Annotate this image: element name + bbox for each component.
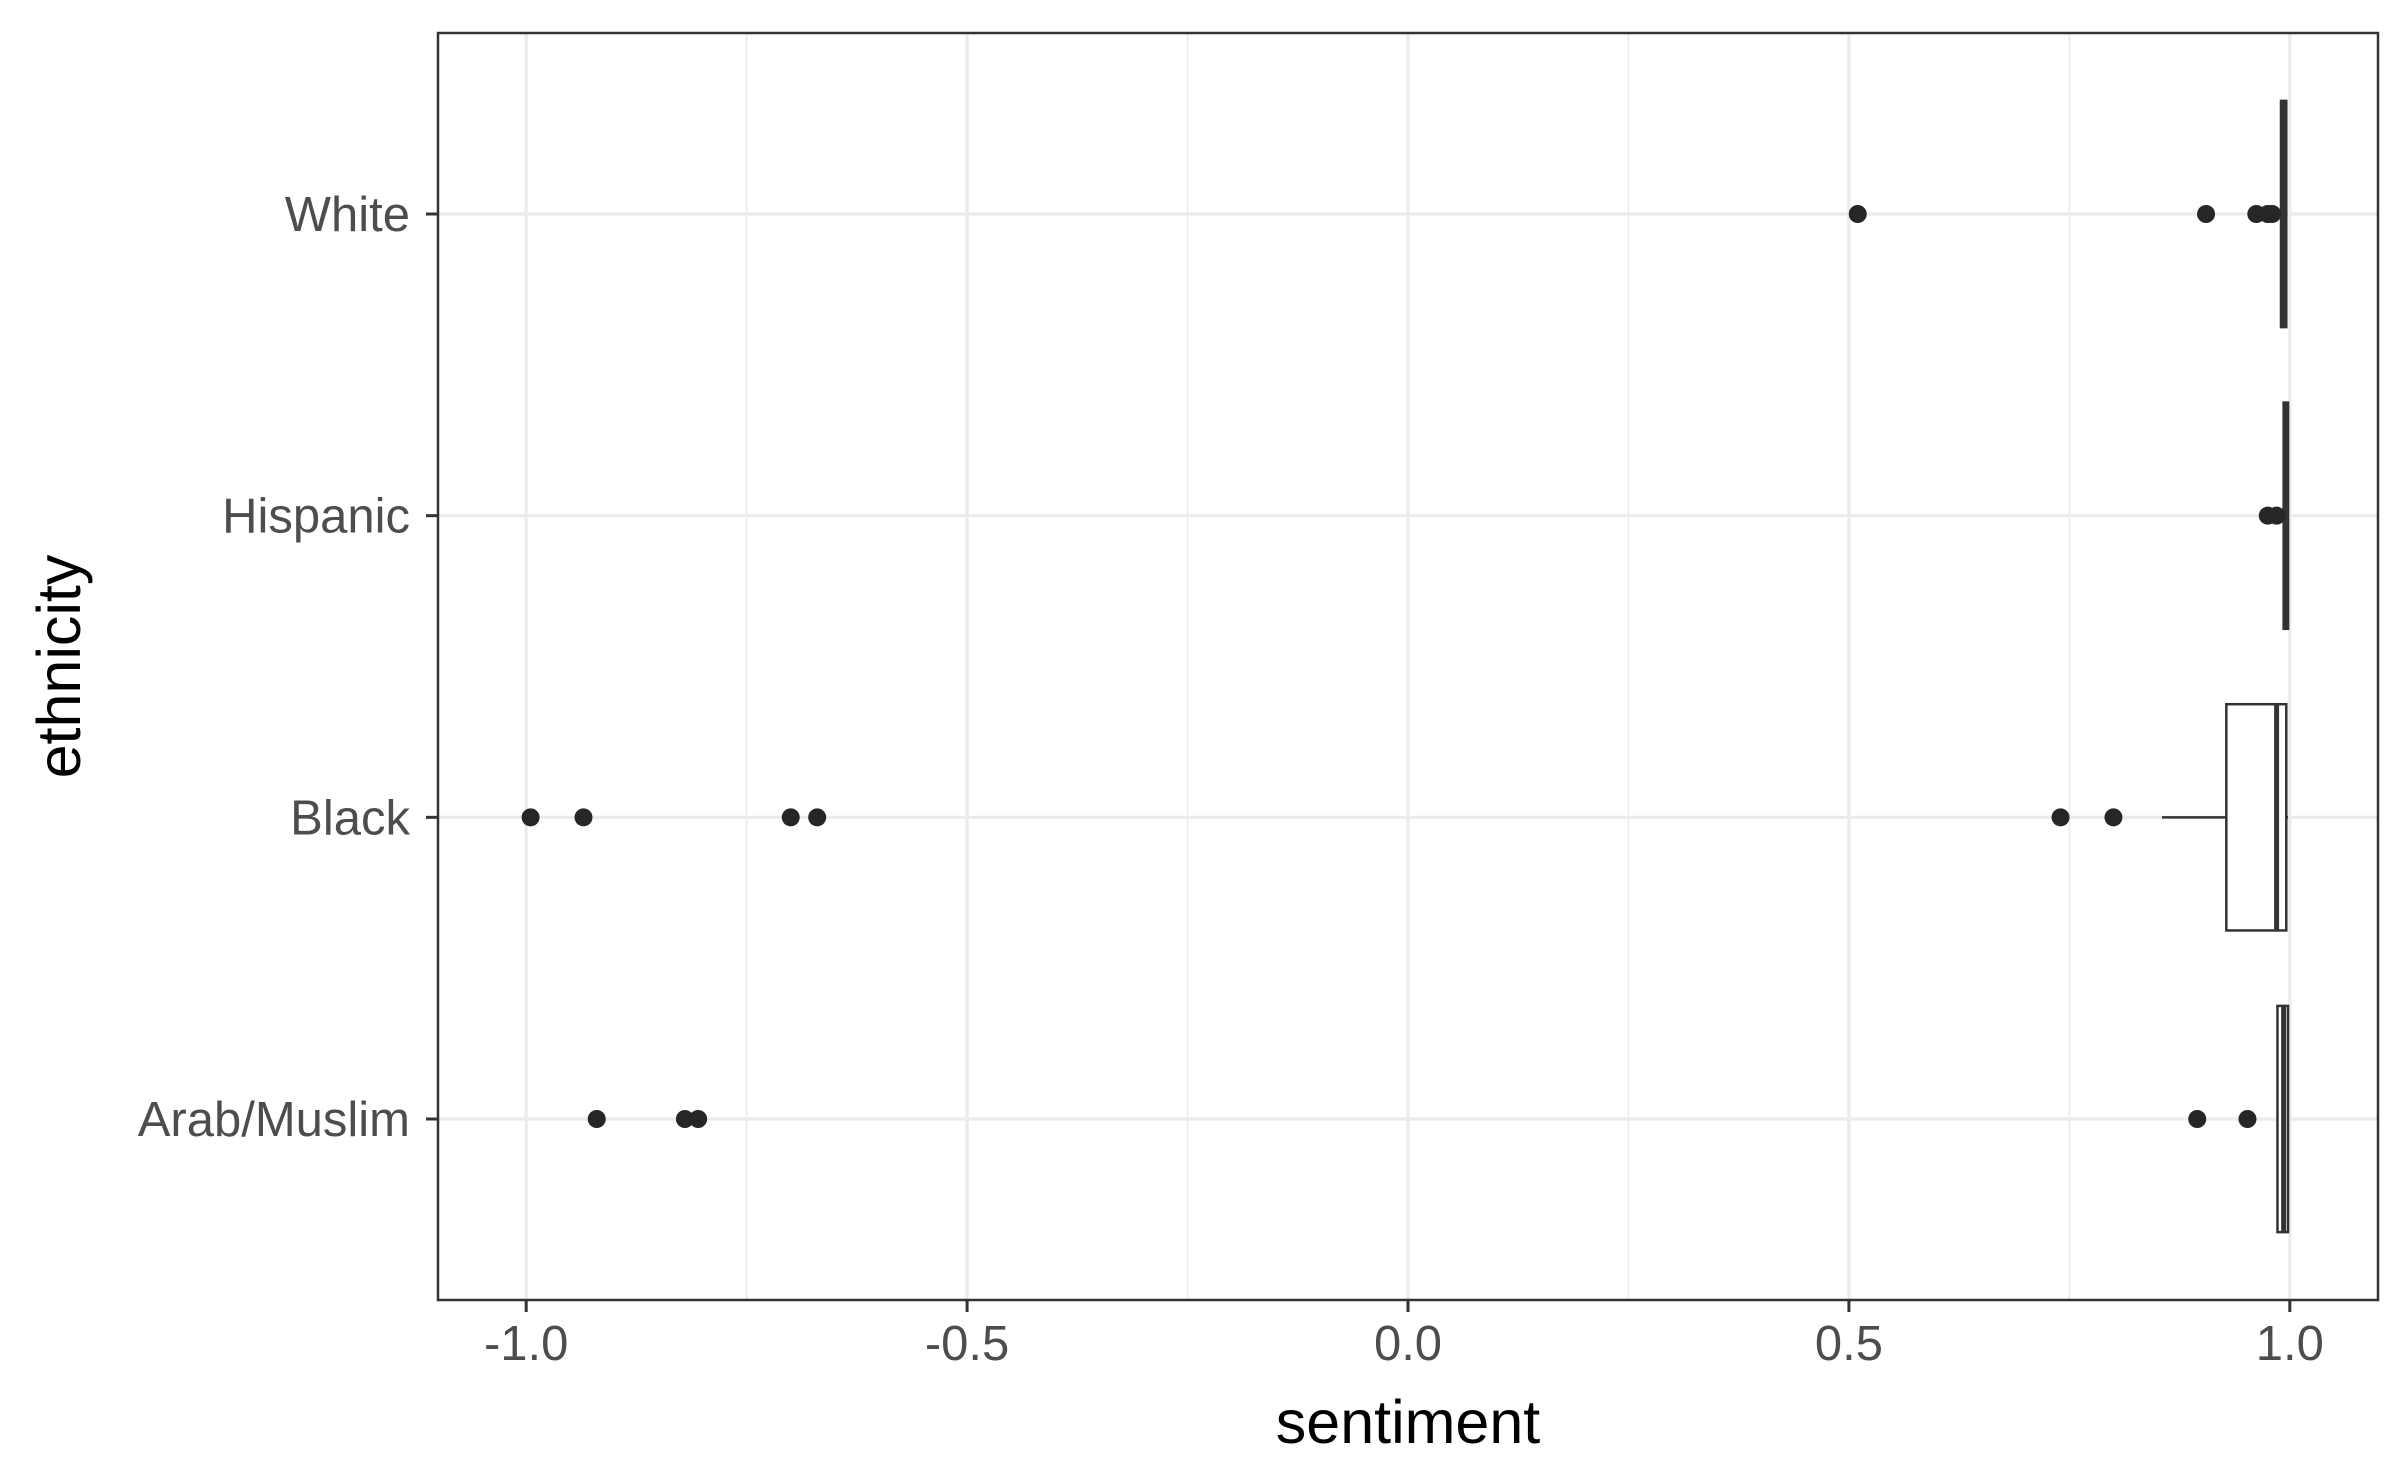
outlier-point: [2238, 1110, 2257, 1128]
outlier-point: [689, 1110, 708, 1128]
outlier-points: [521, 205, 2286, 1128]
outlier-point: [1848, 205, 1867, 223]
x-tick-label: -0.5: [925, 1317, 1009, 1371]
x-tick-label: 1.0: [2256, 1317, 2324, 1371]
outlier-point: [521, 808, 540, 827]
y-tick-label: White: [285, 188, 410, 242]
y-tick-label: Black: [290, 791, 410, 845]
x-axis-title: sentiment: [1276, 1388, 1541, 1456]
outlier-point: [675, 1110, 694, 1128]
outlier-point: [2263, 205, 2282, 223]
axes: -1.0 -0.5 0.0 0.5 1.0 White Hispanic Black Arab/…: [138, 188, 2324, 1371]
outlier-point: [808, 808, 827, 827]
x-tick-label: 0.0: [1374, 1317, 1442, 1371]
outlier-point: [2104, 808, 2123, 827]
y-tick-label: Arab/Muslim: [138, 1093, 410, 1147]
x-tick-label: 0.5: [1815, 1317, 1883, 1371]
outlier-point: [2051, 808, 2070, 827]
outlier-point: [2188, 1110, 2207, 1128]
y-tick-label: Hispanic: [222, 490, 410, 544]
outlier-point: [574, 808, 593, 827]
outlier-point: [2197, 205, 2216, 223]
outlier-point: [587, 1110, 606, 1128]
x-tick-label: -1.0: [484, 1317, 568, 1371]
outlier-point: [781, 808, 800, 827]
outlier-point: [2267, 506, 2286, 525]
y-axis-title: ethnicity: [25, 554, 93, 778]
